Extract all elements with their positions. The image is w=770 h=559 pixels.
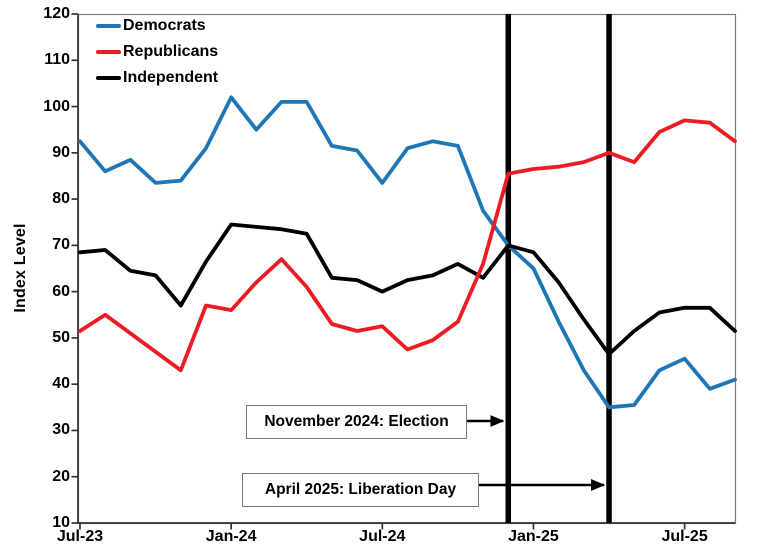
annotation-election-text: November 2024: Election (264, 413, 449, 430)
y-tick-label: 90 (52, 143, 70, 161)
y-tick-label: 30 (52, 421, 70, 439)
y-tick-label: 120 (43, 5, 70, 22)
y-tick-label: 10 (52, 514, 70, 531)
y-tick-label: 60 (52, 282, 70, 300)
y-tick-label: 110 (44, 51, 70, 69)
y-tick-label: 100 (43, 97, 70, 115)
x-tick-label: Jul-25 (661, 528, 708, 545)
series-line-republicans (78, 118, 737, 373)
legend-item-democrats: Democrats (96, 13, 218, 39)
legend-label-independent: Independent (123, 69, 219, 86)
independent-line-swatch (96, 76, 121, 80)
y-tick-label: 80 (52, 190, 70, 208)
x-tick-label: Jul-23 (56, 528, 104, 545)
democrats-line-swatch (96, 24, 121, 28)
y-tick-label: 70 (52, 236, 70, 254)
series-line-independent (78, 222, 737, 357)
series-line-democrats (78, 95, 737, 410)
y-tick-label: 50 (52, 328, 70, 346)
y-tick-label: 20 (52, 467, 70, 485)
legend-label-republicans: Republicans (123, 43, 219, 60)
x-tick-label: Jul-24 (359, 528, 406, 545)
legend-item-republicans: Republicans (96, 39, 218, 65)
annotation-election: November 2024: Election (246, 405, 467, 439)
annotation-liberation-day-text: April 2025: Liberation Day (264, 481, 457, 498)
legend-label-democrats: Democrats (123, 17, 206, 34)
y-tick-label: 40 (52, 375, 70, 393)
x-tick-label: Jan-25 (508, 528, 559, 545)
legend: Democrats Republicans Independent (96, 13, 218, 91)
legend-item-independent: Independent (96, 65, 218, 91)
x-tick-label: Jan-24 (205, 528, 257, 545)
republicans-line-swatch (96, 50, 121, 54)
annotation-liberation-day: April 2025: Liberation Day (242, 473, 479, 507)
